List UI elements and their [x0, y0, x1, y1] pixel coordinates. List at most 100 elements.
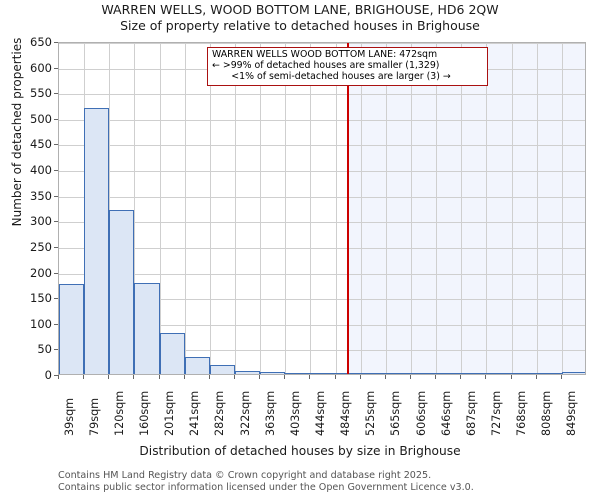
histogram-bar — [134, 283, 160, 374]
gridline-vertical — [335, 43, 337, 374]
gridline-vertical — [109, 43, 111, 374]
y-axis-tick-label: 150 — [30, 291, 52, 306]
x-axis-tick-label: 201sqm — [163, 390, 177, 436]
gridline-vertical — [209, 43, 211, 374]
gridline-vertical — [184, 43, 186, 374]
gridline-horizontal — [59, 324, 585, 326]
gridline-vertical — [385, 43, 387, 374]
y-axis-tick-mark — [54, 349, 58, 351]
page-title: WARREN WELLS, WOOD BOTTOM LANE, BRIGHOUS… — [101, 2, 499, 17]
gridline-vertical — [486, 43, 488, 374]
x-axis-tick-label: 322sqm — [238, 390, 252, 436]
gridline-vertical — [461, 43, 463, 374]
histogram-bar — [360, 373, 386, 374]
histogram-bar — [436, 373, 462, 374]
gridline-vertical — [159, 43, 161, 374]
x-axis-tick-label: 39sqm — [62, 397, 76, 436]
x-axis-tick-mark — [58, 375, 59, 379]
x-axis-tick-mark — [460, 375, 462, 379]
x-axis-tick-mark — [410, 375, 411, 379]
x-axis-tick-mark — [234, 375, 235, 379]
gridline-vertical — [561, 43, 563, 374]
y-axis-tick-label: 550 — [30, 86, 52, 101]
x-axis-tick-mark — [384, 375, 386, 379]
x-axis-tick-label: 565sqm — [389, 390, 403, 436]
x-axis-tick-mark — [435, 375, 437, 379]
gridline-vertical — [511, 43, 513, 374]
annotation-line-1: WARREN WELLS WOOD BOTTOM LANE: 472sqm — [212, 49, 438, 60]
gridline-horizontal — [59, 171, 585, 173]
y-axis-tick-mark — [54, 195, 58, 197]
x-axis-tick-mark — [133, 375, 135, 379]
y-axis-tick-mark — [54, 221, 58, 223]
property-size-marker-line — [347, 43, 350, 374]
y-axis-tick-label: 250 — [30, 239, 52, 254]
plot-area — [58, 42, 586, 375]
histogram-bar — [84, 107, 110, 374]
gridline-vertical — [436, 43, 438, 374]
chart-title-block: WARREN WELLS, WOOD BOTTOM LANE, BRIGHOUS… — [0, 2, 600, 34]
gridline-vertical — [536, 43, 538, 374]
x-axis-tick-label: 808sqm — [540, 390, 554, 436]
gridline-horizontal — [59, 350, 585, 352]
x-axis-tick-mark — [108, 375, 110, 379]
histogram-bar — [59, 284, 85, 374]
gridline-vertical — [134, 43, 136, 374]
x-axis-tick-label: 849sqm — [565, 390, 579, 436]
y-axis-tick-label: 500 — [30, 111, 52, 126]
y-axis-tick-mark — [54, 272, 58, 274]
histogram-bar — [184, 357, 210, 374]
gridline-vertical — [235, 43, 236, 374]
y-axis-tick-mark — [54, 298, 58, 300]
y-axis-tick-label: 600 — [30, 60, 52, 75]
x-axis-title: Distribution of detached houses by size … — [139, 444, 461, 458]
gridline-vertical — [411, 43, 412, 374]
gridline-vertical — [285, 43, 287, 374]
x-axis-tick-label: 606sqm — [414, 390, 428, 436]
x-axis-tick-label: 282sqm — [213, 390, 227, 436]
histogram-bar — [260, 371, 286, 374]
y-axis-tick-label: 400 — [30, 163, 52, 178]
x-axis-tick-label: 727sqm — [489, 390, 503, 436]
x-axis-tick-label: 525sqm — [364, 390, 378, 436]
x-axis-tick-mark — [183, 375, 185, 379]
annotation-box: WARREN WELLS WOOD BOTTOM LANE: 472sqm ← … — [207, 47, 488, 87]
gridline-vertical — [260, 43, 262, 374]
x-axis-tick-label: 241sqm — [188, 390, 202, 436]
annotation-line-3: <1% of semi-detached houses are larger (… — [231, 70, 451, 82]
histogram-bar — [561, 371, 585, 374]
histogram-bar — [511, 373, 537, 374]
y-axis-tick-label: 100 — [30, 316, 52, 331]
x-axis-tick-label: 484sqm — [339, 390, 353, 436]
gridline-vertical — [360, 43, 362, 374]
y-axis-tick-mark — [54, 118, 58, 120]
gridline-horizontal — [59, 145, 585, 147]
y-axis-title: Number of detached properties — [10, 37, 24, 227]
x-axis-tick-mark — [510, 375, 512, 379]
histogram-bar — [209, 364, 235, 374]
y-axis-tick-mark — [54, 144, 58, 146]
x-axis-tick-label: 646sqm — [439, 390, 453, 436]
histogram-bar — [536, 373, 562, 374]
x-axis-tick-label: 687sqm — [464, 390, 478, 436]
y-axis-tick-label: 50 — [37, 342, 52, 357]
x-axis-tick-mark — [560, 375, 562, 379]
x-axis-tick-mark — [359, 375, 361, 379]
histogram-bar — [235, 370, 261, 374]
x-axis-tick-label: 363sqm — [263, 390, 277, 436]
x-axis-tick-label: 120sqm — [112, 390, 126, 436]
histogram-bar — [310, 372, 336, 374]
x-axis-tick-label: 79sqm — [87, 397, 101, 436]
gridline-horizontal — [59, 196, 585, 198]
x-axis-tick-mark — [485, 375, 487, 379]
y-axis-tick-label: 200 — [30, 265, 52, 280]
x-axis-tick-mark — [309, 375, 311, 379]
gridline-horizontal — [59, 299, 585, 301]
gridline-horizontal — [59, 43, 585, 44]
y-axis-tick-label: 0 — [44, 368, 52, 382]
y-axis-tick-label: 650 — [30, 35, 52, 49]
y-axis-tick-label: 450 — [30, 137, 52, 152]
footer-line-2: Contains public sector information licen… — [58, 481, 474, 493]
gridline-horizontal — [59, 119, 585, 121]
